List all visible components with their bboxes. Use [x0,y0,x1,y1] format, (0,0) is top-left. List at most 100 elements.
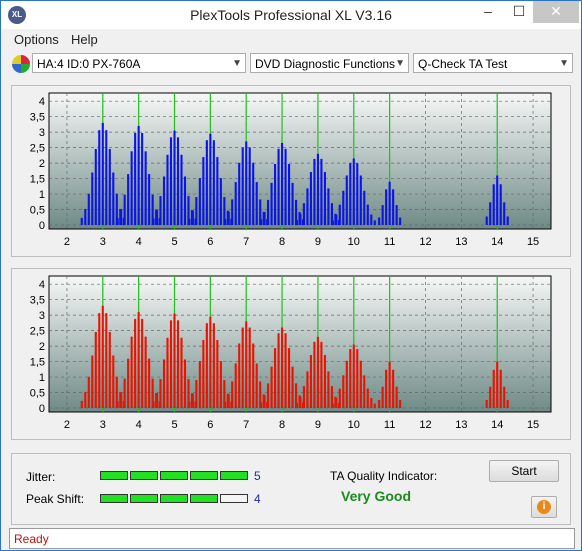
bottom-histogram-bar [366,388,369,408]
bottom-x-tick-label: 9 [315,419,321,431]
top-histogram-bar [144,151,147,225]
bottom-x-tick-label: 6 [207,419,213,431]
top-histogram-bar [173,130,176,225]
window-title: PlexTools Professional XL V3.16 [190,7,392,23]
bottom-histogram-bar [499,369,502,408]
test-select[interactable]: Q-Check TA Test ▼ [413,53,573,73]
info-button[interactable]: i [531,496,557,518]
bottom-histogram-bar [330,386,333,408]
peak-shift-value: 4 [254,492,261,506]
top-histogram-bar [224,219,227,225]
bottom-histogram-bar [385,369,388,408]
top-histogram-bar [373,220,376,225]
bottom-histogram-bar [238,343,241,408]
bottom-histogram-bar [392,369,395,408]
bottom-histogram-bar [327,371,330,408]
bottom-histogram-bar [180,337,183,408]
top-x-tick-label: 13 [455,236,467,248]
top-histogram-bar [313,158,316,225]
top-histogram-chart: 0 0,5 1 1,5 2 2,5 3 3,5 4 2 3 4 5 6 7 8 9 10 11 12 13 14 15 [30,92,552,248]
bottom-histogram-bar [363,375,366,408]
close-button[interactable]: ✕ [533,1,579,23]
bottom-histogram-bar [260,402,263,408]
top-histogram-bar [496,175,499,225]
top-histogram-bar [506,216,509,225]
bottom-histogram-bar [356,349,359,408]
bottom-histogram-bar [94,332,97,408]
menu-bar: Options Help [1,29,581,49]
top-histogram-bar [327,188,330,225]
top-histogram-bar [489,202,492,225]
bottom-x-tick-label: 12 [419,419,431,431]
start-button[interactable]: Start [489,460,559,482]
maximize-button[interactable]: ☐ [512,3,526,19]
top-y-tick-label: 0,5 [30,205,45,217]
bottom-histogram-bar [224,401,227,408]
toolbar: HA:4 ID:0 PX-760A ▼ DVD Diagnostic Funct… [1,49,581,79]
bottom-histogram-bar [323,355,326,408]
bottom-histogram-bar [87,376,90,408]
bottom-histogram-bar [274,348,277,408]
menu-help[interactable]: Help [71,32,98,47]
top-histogram-bar [399,217,402,225]
bottom-y-tick-label: 1,5 [30,357,45,369]
menu-options[interactable]: Options [14,32,59,47]
bottom-histogram-bar [335,398,338,408]
top-y-tick-label: 1,5 [30,174,45,186]
top-histogram-bar [392,189,395,225]
bottom-histogram-bar [284,333,287,408]
bottom-histogram-bar [309,355,312,408]
bottom-histogram-bar [202,340,205,408]
top-x-tick-label: 12 [419,236,431,248]
top-histogram-bar [180,154,183,225]
top-histogram-bar [299,213,302,225]
drive-select[interactable]: HA:4 ID:0 PX-760A ▼ [32,53,246,73]
top-histogram-bar [503,202,506,225]
top-histogram-bar [155,210,159,225]
top-y-tick-label: 2 [39,158,45,170]
top-y-tick-label: 3 [39,127,45,139]
bottom-histogram-bar [80,400,83,408]
top-histogram-bar [295,199,298,225]
bottom-x-tick-label: 13 [455,419,467,431]
top-histogram-bar [259,199,262,225]
function-select-value: DVD Diagnostic Functions [255,57,396,71]
top-histogram-bar [141,133,144,225]
bottom-histogram-bar [112,355,115,408]
bottom-histogram-bar [489,386,492,408]
bottom-x-tick-label: 5 [171,419,177,431]
top-x-tick-label: 3 [100,236,106,248]
top-histogram-bar [335,214,338,225]
top-histogram-bar [137,125,140,225]
bottom-histogram-bar [503,386,506,408]
bottom-histogram-bar [120,392,123,408]
function-select[interactable]: DVD Diagnostic Functions ▼ [250,53,409,73]
bottom-histogram-bar [127,358,130,408]
top-x-tick-label: 11 [384,236,395,248]
bottom-y-tick-label: 1 [39,372,45,384]
top-histogram-bar [80,217,83,225]
bottom-histogram-bar [370,398,373,408]
top-histogram-bar [152,218,155,225]
bottom-x-tick-label: 8 [279,419,285,431]
bottom-y-tick-label: 3,5 [30,295,45,307]
peak-shift-label: Peak Shift: [26,492,85,506]
top-histogram-bar [108,149,111,225]
top-histogram-bar [198,178,201,225]
bottom-histogram-bar [212,323,215,408]
meter-segment [160,471,188,480]
top-histogram-bar [209,133,212,225]
bottom-histogram-bar [115,376,118,408]
meter-segment [190,494,218,503]
meter-segment [160,494,188,503]
top-histogram-bar [288,163,291,225]
bottom-histogram-bar [295,383,298,408]
bottom-histogram-bar [234,363,237,408]
bottom-histogram-bar [152,401,155,408]
top-x-tick-label: 2 [64,236,70,248]
bottom-histogram-bar [288,348,291,408]
results-panel: Jitter: 5 Peak Shift: 4 TA Quality Indic… [11,453,571,525]
top-histogram-bar [238,162,241,225]
top-histogram-bar [223,197,226,225]
minimize-button[interactable]: – [484,3,492,19]
